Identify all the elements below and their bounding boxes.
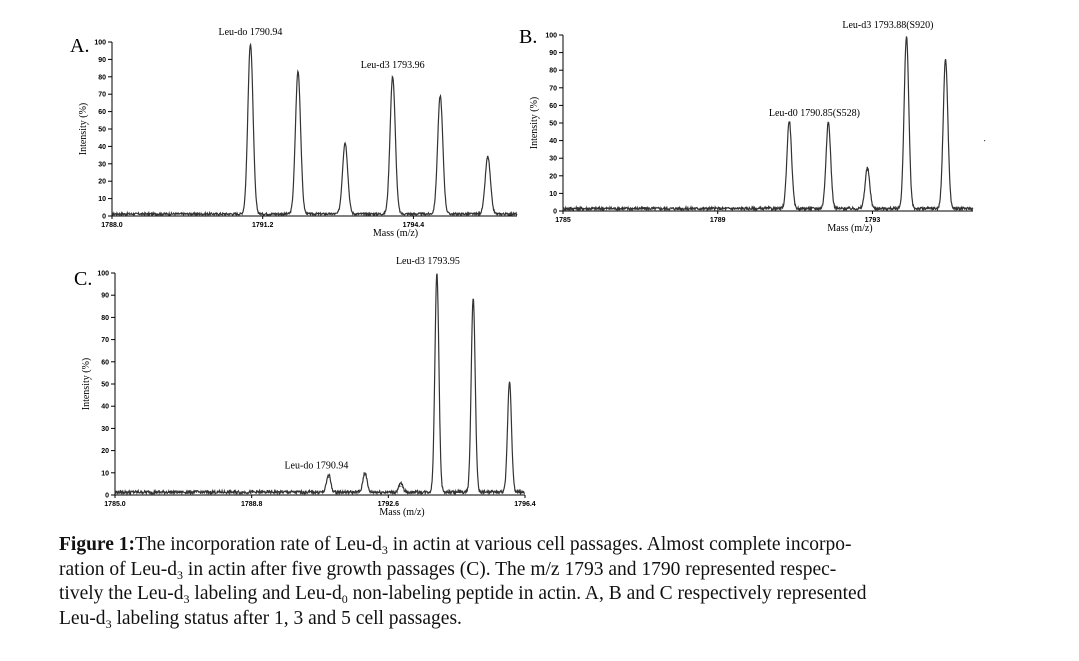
y-tick-label: 50 (101, 382, 109, 389)
caption-line-1: Figure 1:The incorporation rate of Leu-d… (59, 534, 852, 557)
spectrum-chart-b: B. 0 10 20 30 40 50 60 70 80 90 100 1785 1789 1793 Inte… (519, 20, 986, 234)
x-tick-label: 1788.0 (101, 222, 123, 229)
y-tick-label: 60 (101, 359, 109, 366)
x-tick-label: 1789 (710, 217, 726, 224)
peak-point (344, 144, 346, 146)
x-tick-label: 1796.4 (514, 501, 536, 508)
y-tick-label: 100 (545, 33, 557, 40)
y-tick-label: 70 (98, 92, 106, 99)
panel-b: B. 0 10 20 30 40 50 60 70 80 90 100 1785 1789 1793 Inte… (515, 15, 986, 235)
spectrum-chart-a: A. 0 10 20 30 40 50 60 70 80 90 100 1788.0 1791.2 1794… (70, 27, 518, 239)
y-axis-label: Intensity (%) (78, 103, 89, 156)
panel-c: C. 0 10 20 30 40 50 60 70 80 90 100 1785.0 1788.8 1792… (70, 255, 540, 525)
y-tick-label: 40 (101, 404, 109, 411)
y-tick-label: 50 (98, 127, 106, 134)
peak-annotation: Leu-d3 1793.88(S920) (842, 20, 933, 31)
x-tick-label: 1792.6 (378, 501, 400, 508)
peak-annotation: Leu-d0 1790.85(S528) (769, 108, 860, 119)
y-tick-label: 30 (98, 161, 106, 168)
y-tick-label: 80 (98, 74, 106, 81)
spectrum-trace (111, 42, 518, 218)
y-tick-label: 20 (549, 173, 557, 180)
spectrum-trace (562, 36, 974, 213)
panel-label: B. (519, 26, 537, 48)
peak-point (827, 124, 829, 126)
y-tick-label: 30 (549, 156, 557, 163)
peak-point (508, 383, 511, 385)
y-tick-label: 0 (105, 493, 109, 500)
x-tick-label: 1788.8 (241, 501, 263, 508)
x-tick-label: 1794.4 (403, 222, 425, 229)
y-tick-label: 10 (98, 196, 106, 203)
peak-point (905, 37, 908, 40)
x-axis-label: Mass (m/z) (379, 507, 424, 518)
panel-label: C. (74, 268, 92, 290)
y-tick-label: 30 (101, 426, 109, 433)
y-tick-label: 20 (98, 179, 106, 186)
peak-annotation: Leu-do 1790.94 (284, 460, 348, 471)
peak-point (472, 299, 474, 301)
y-axis-label: Intensity (%) (529, 97, 540, 150)
spectrum-chart-c: C. 0 10 20 30 40 50 60 70 80 90 100 1785.0 1788.8 1792… (74, 256, 536, 518)
peak-point (944, 60, 947, 63)
peak-point (328, 476, 330, 478)
caption-label: Figure 1: (59, 534, 136, 555)
peak-point (788, 122, 790, 124)
y-tick-label: 10 (101, 470, 109, 477)
x-tick-label: 1785.0 (104, 501, 126, 508)
y-tick-label: 50 (549, 121, 557, 128)
y-tick-label: 0 (553, 209, 557, 216)
peak-point (436, 274, 438, 276)
y-tick-label: 90 (101, 293, 109, 300)
x-tick-label: 1791.2 (252, 222, 274, 229)
caption-line-3: tively the Leu-d3 labeling and Leu-d0 no… (59, 583, 867, 606)
y-tick-label: 0 (102, 214, 106, 221)
peak-point (249, 44, 252, 47)
peak-point (400, 485, 402, 487)
y-tick-label: 80 (549, 68, 557, 75)
y-tick-label: 70 (101, 337, 109, 344)
y-tick-label: 10 (549, 191, 557, 198)
y-tick-label: 60 (98, 109, 106, 116)
peak-annotation: Leu-d3 1793.95 (396, 256, 460, 267)
peak-point (984, 140, 986, 142)
y-tick-label: 80 (101, 315, 109, 322)
caption-line-2: ration of Leu-d3 in actin after five gro… (59, 558, 837, 582)
y-tick-label: 90 (549, 50, 557, 57)
y-tick-label: 100 (94, 40, 106, 47)
peak-point (392, 77, 394, 80)
peak-point (487, 157, 489, 160)
x-tick-label: 1785 (555, 217, 571, 224)
panel-a: A. 0 10 20 30 40 50 60 70 80 90 100 1788.0 1791.2 1794… (60, 27, 530, 245)
peak-annotation: Leu-d3 1793.96 (361, 60, 425, 71)
y-tick-label: 70 (549, 85, 557, 92)
y-tick-label: 60 (549, 103, 557, 110)
y-tick-label: 40 (98, 144, 106, 151)
x-axis-label: Mass (m/z) (827, 223, 872, 234)
peak-annotation: Leu-do 1790.94 (219, 27, 283, 38)
spectrum-trace (114, 273, 526, 496)
figure-caption: Figure 1:The incorporation rate of Leu-d… (59, 533, 1059, 631)
peak-point (364, 474, 366, 476)
y-tick-label: 90 (98, 57, 106, 64)
caption-line-4: Leu-d3 labeling status after 1, 3 and 5 … (59, 607, 462, 631)
peak-point (439, 97, 441, 99)
y-axis-label: Intensity (%) (81, 358, 92, 411)
x-axis-label: Mass (m/z) (373, 228, 418, 239)
peak-point (297, 72, 299, 74)
peak-point (866, 169, 869, 172)
y-tick-label: 40 (549, 138, 557, 145)
x-tick-label: 1793 (865, 217, 881, 224)
y-tick-label: 100 (97, 271, 109, 278)
panel-label: A. (70, 35, 89, 57)
y-tick-label: 20 (101, 448, 109, 455)
